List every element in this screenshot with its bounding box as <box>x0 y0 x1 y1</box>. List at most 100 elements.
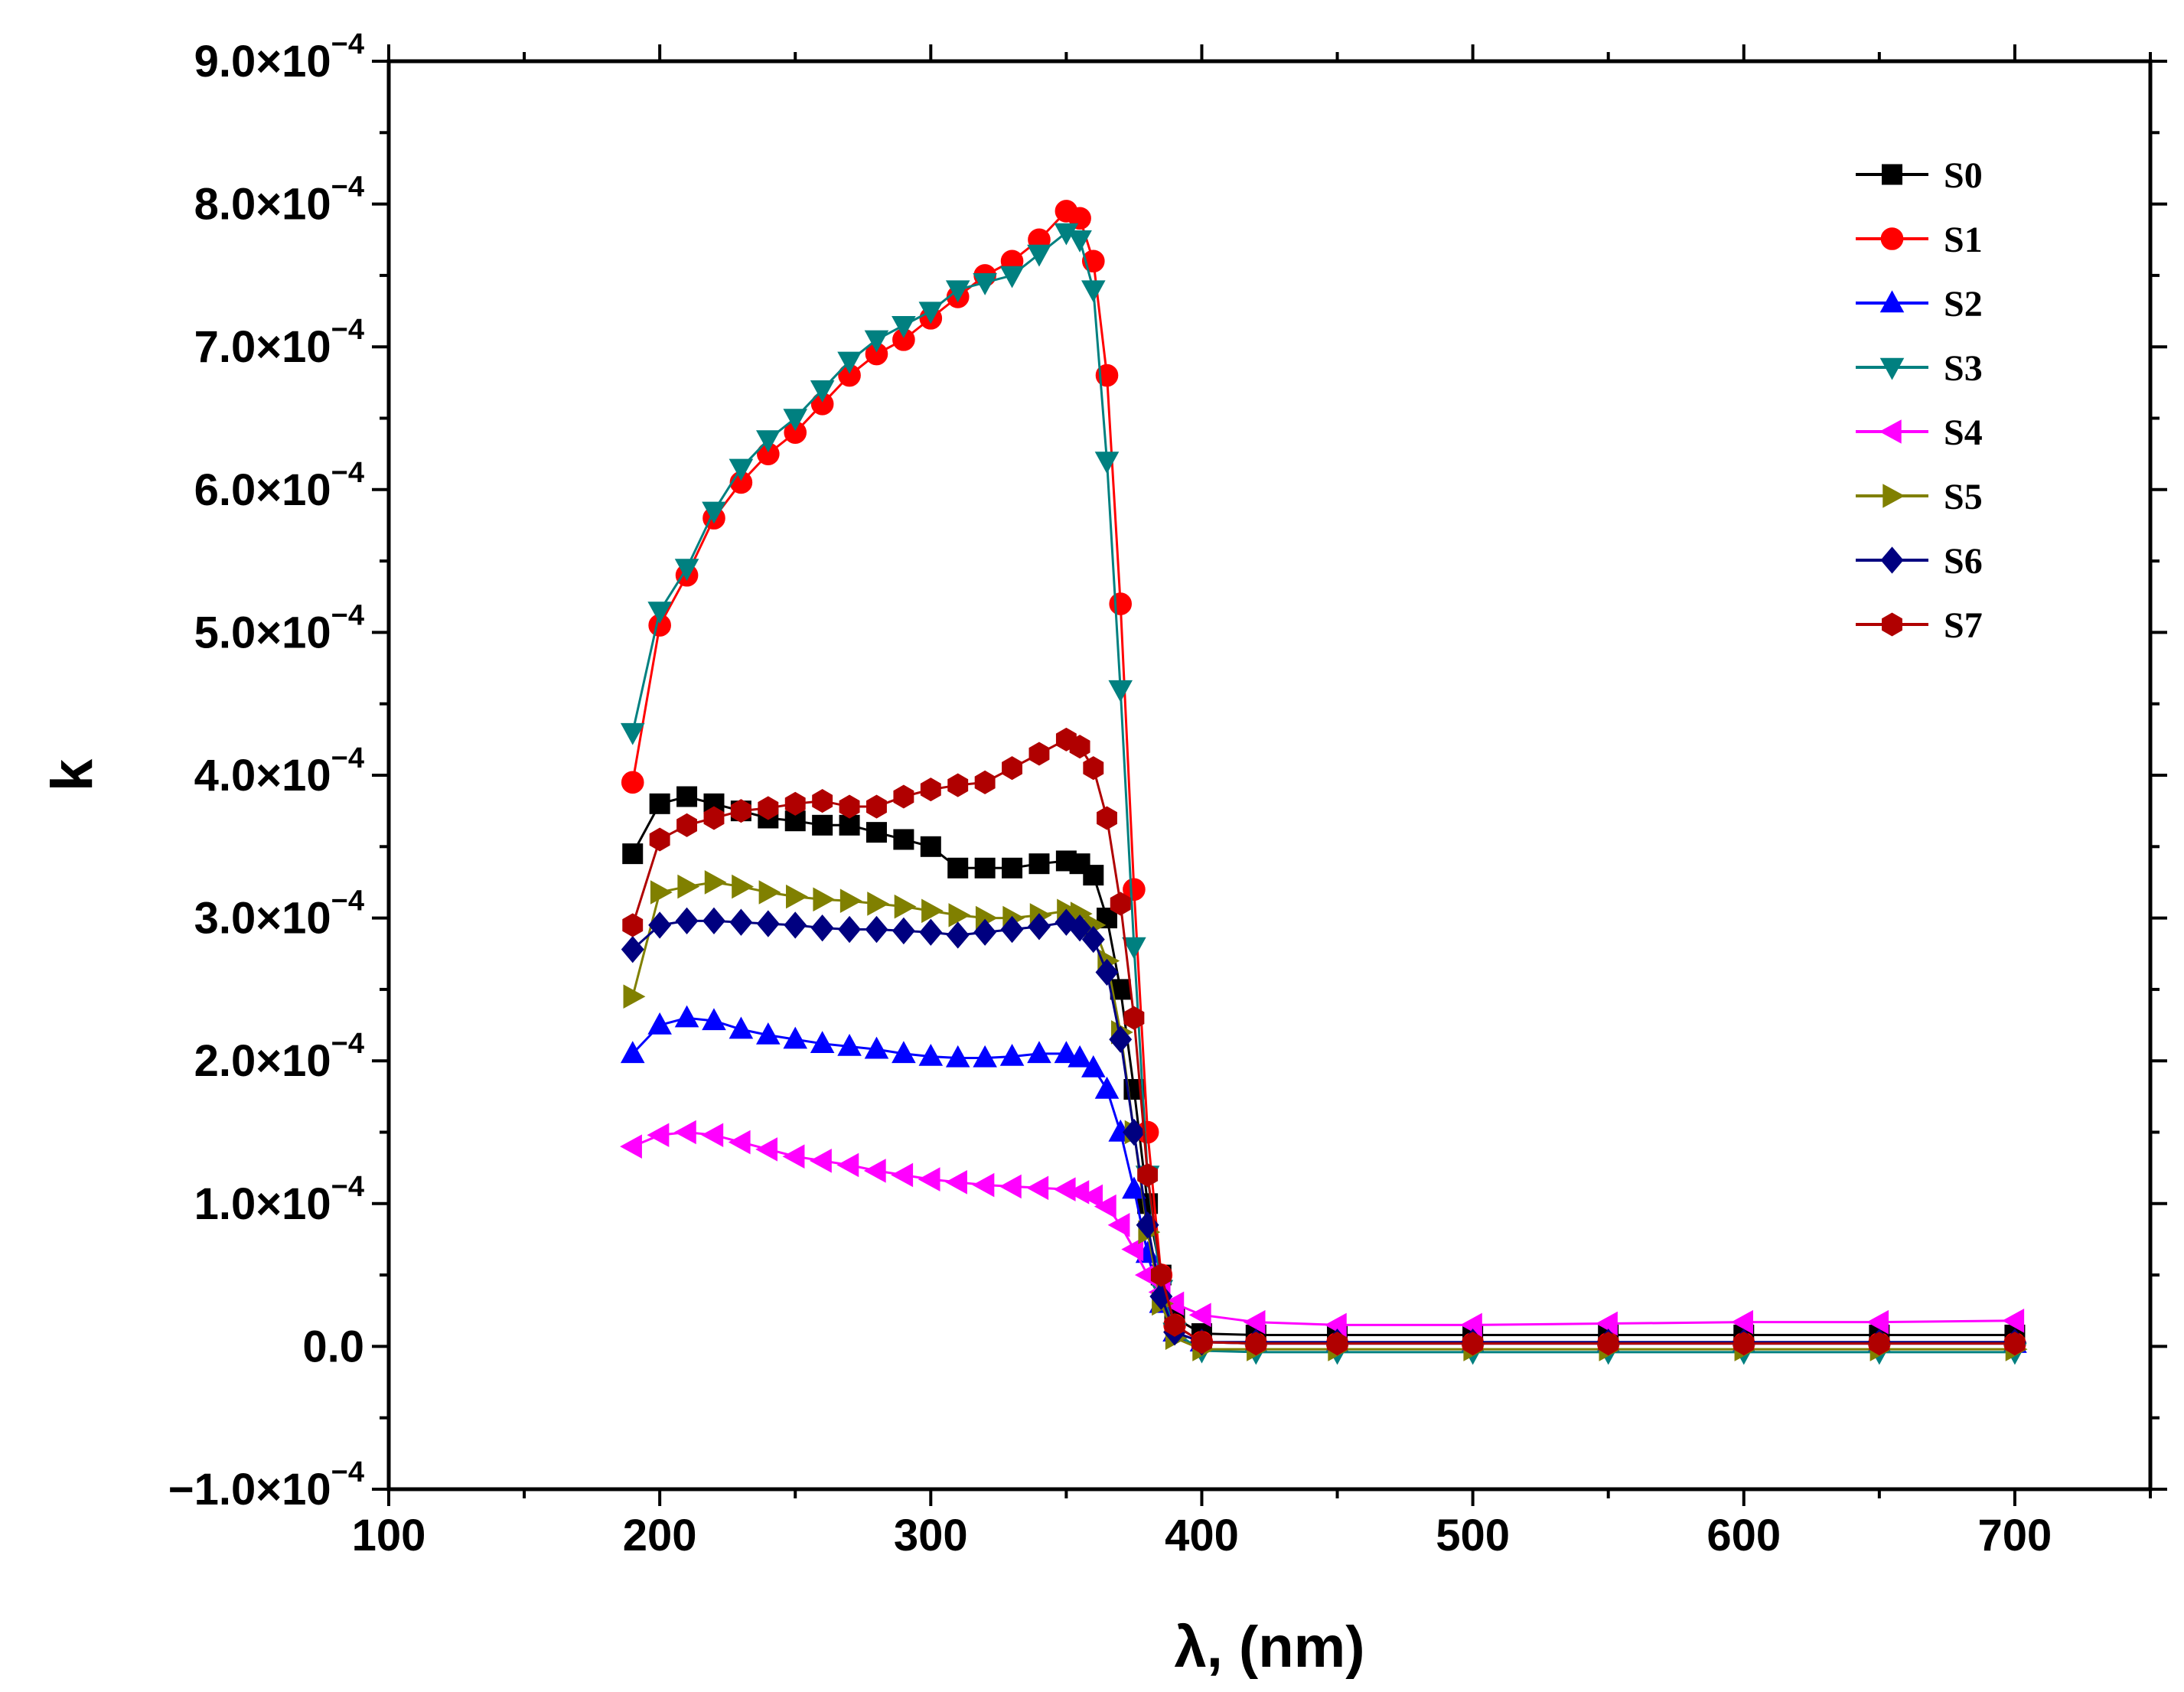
data-point <box>1123 878 1146 901</box>
legend-label: S6 <box>1944 541 1983 582</box>
series-line <box>632 1130 2015 1326</box>
y-tick-label: 0.0 <box>302 1322 364 1371</box>
data-point <box>973 1045 997 1068</box>
data-point <box>1053 1177 1076 1201</box>
y-tick-label: 8.0×10−4 <box>194 171 364 230</box>
data-point <box>1596 1311 1618 1336</box>
data-point <box>1243 1309 1266 1335</box>
data-point <box>892 917 915 945</box>
data-point <box>1083 865 1104 886</box>
data-point <box>1110 892 1131 916</box>
series-line <box>631 795 2015 1336</box>
data-point <box>676 813 698 837</box>
data-point <box>918 1167 940 1192</box>
data-point <box>784 810 806 832</box>
data-point <box>1094 1076 1120 1099</box>
data-point <box>1028 853 1050 875</box>
series-S4 <box>620 1120 2025 1338</box>
data-point <box>758 880 781 905</box>
data-point <box>1081 1055 1106 1077</box>
data-point <box>702 1008 726 1031</box>
series-S0 <box>622 786 2026 1345</box>
data-point <box>810 380 835 403</box>
data-point <box>945 1045 970 1068</box>
data-point <box>1137 1162 1159 1188</box>
data-point <box>892 1041 916 1064</box>
data-point <box>810 1149 832 1173</box>
x-tick-label: 300 <box>894 1511 968 1560</box>
legend-item-S4: S4 <box>1856 412 1983 453</box>
y-tick-label: 5.0×10−4 <box>194 599 364 657</box>
data-point <box>866 794 887 819</box>
series-S2 <box>620 1005 2027 1353</box>
data-point <box>1094 1194 1116 1219</box>
data-point <box>810 1031 835 1054</box>
data-point <box>649 827 670 852</box>
data-point <box>1109 1025 1133 1053</box>
data-point <box>1028 742 1050 766</box>
data-point <box>622 913 644 937</box>
data-point <box>836 1152 859 1178</box>
data-point <box>1164 1312 1185 1337</box>
data-point <box>1869 1332 1890 1356</box>
data-point <box>1122 1176 1146 1199</box>
y-axis-title: k <box>40 758 105 791</box>
series-layer <box>620 200 2028 1365</box>
legend: S0 S1 S2 S3 S4 S5 S6 S7 <box>1856 155 1983 646</box>
data-point <box>865 915 888 944</box>
data-point <box>674 1005 699 1028</box>
data-point <box>1122 1118 1146 1146</box>
data-point <box>704 870 727 895</box>
data-point <box>972 1172 995 1198</box>
y-tick-label: 7.0×10−4 <box>194 314 364 372</box>
data-point <box>837 1033 862 1056</box>
data-point <box>732 874 755 899</box>
x-tick-label: 200 <box>623 1511 697 1560</box>
data-point <box>1245 1332 1266 1356</box>
data-point <box>839 794 860 819</box>
data-point <box>945 280 970 303</box>
legend-item-S3: S3 <box>1856 348 1983 389</box>
series-S1 <box>621 200 2026 1355</box>
data-point <box>1094 452 1120 474</box>
data-point <box>756 1022 781 1045</box>
data-point <box>729 458 754 481</box>
legend-label: S1 <box>1944 220 1983 260</box>
legend-marker <box>1882 164 1902 185</box>
data-point <box>728 1130 751 1155</box>
series-line <box>631 919 2015 1344</box>
data-point <box>918 1043 944 1066</box>
data-point <box>756 910 780 937</box>
legend-marker <box>1879 290 1905 313</box>
data-point <box>675 907 699 935</box>
plot-frame <box>386 59 2153 1492</box>
data-point <box>1028 913 1051 941</box>
data-point <box>973 918 997 946</box>
data-point <box>729 908 753 936</box>
data-point <box>1068 1045 1092 1068</box>
data-point <box>946 921 970 949</box>
series-line <box>631 231 2015 1354</box>
data-point <box>786 884 808 909</box>
data-point <box>1081 925 1105 954</box>
data-point <box>647 601 672 624</box>
data-point <box>999 266 1025 289</box>
data-point <box>813 887 836 912</box>
data-point <box>1097 806 1117 830</box>
legend-item-S0: S0 <box>1856 155 1983 196</box>
data-point <box>784 911 807 939</box>
data-point <box>945 1170 967 1195</box>
x-tick-label: 600 <box>1706 1511 1781 1560</box>
data-point <box>1733 1332 1755 1356</box>
legend-label: S2 <box>1944 284 1983 324</box>
data-point <box>812 814 833 836</box>
data-point <box>1068 230 1092 253</box>
data-point <box>837 351 862 374</box>
data-point <box>947 857 969 879</box>
data-point <box>676 786 698 807</box>
data-point <box>1081 1184 1103 1209</box>
data-point <box>838 915 862 944</box>
data-point <box>894 894 917 919</box>
legend-marker <box>1880 546 1904 574</box>
data-point <box>702 907 725 935</box>
